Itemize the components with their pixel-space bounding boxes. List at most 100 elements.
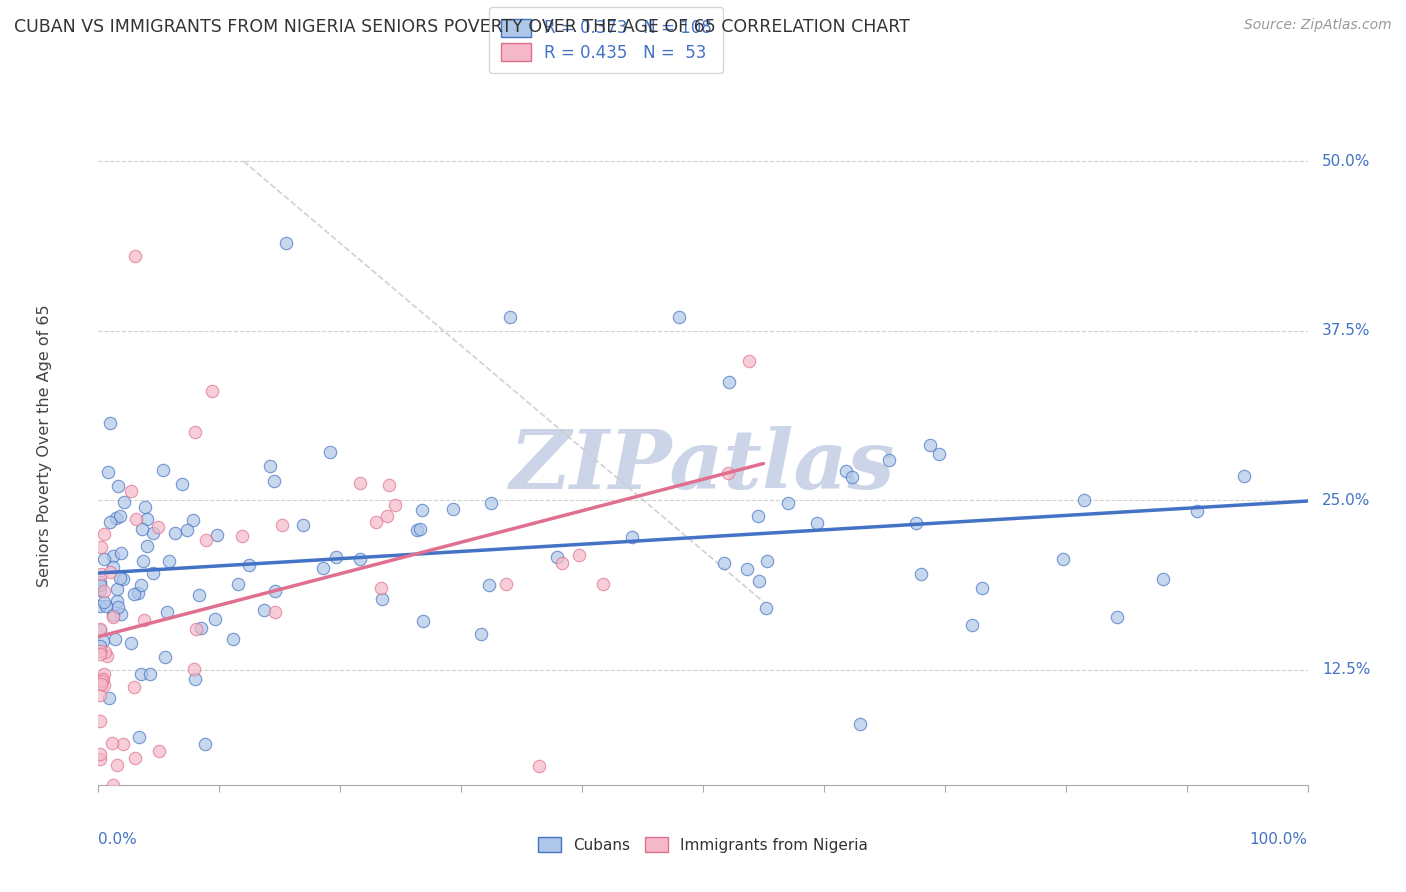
Point [620, 530, 643, 544]
Point [110, 546, 132, 560]
Point [93, 645, 115, 659]
Point [755, 554, 778, 568]
Point [718, 375, 741, 389]
Text: ZIPatlas: ZIPatlas [510, 426, 896, 507]
Point [253, 603, 276, 617]
Point [378, 477, 401, 491]
Point [928, 447, 950, 461]
Point [737, 353, 759, 368]
Point [972, 582, 994, 596]
Point [89, 623, 111, 637]
Point [170, 477, 193, 491]
Point [120, 484, 142, 499]
Point [849, 717, 872, 731]
Point [412, 614, 434, 628]
Point [1233, 469, 1256, 483]
Point [364, 515, 387, 529]
Point [146, 520, 169, 534]
Point [155, 649, 177, 664]
Point [498, 310, 520, 325]
Point [165, 526, 187, 541]
Point [103, 607, 125, 622]
Point [904, 516, 927, 530]
Point [111, 737, 134, 751]
Point [124, 751, 146, 765]
Point [129, 577, 152, 591]
Point [132, 554, 155, 568]
Text: 25.0%: 25.0% [1322, 492, 1371, 508]
Point [89, 582, 111, 597]
Point [90, 540, 112, 554]
Point [101, 549, 124, 563]
Point [717, 466, 740, 480]
Point [529, 758, 551, 772]
Point [194, 737, 217, 751]
Point [156, 605, 179, 619]
Point [181, 513, 204, 527]
Point [98, 515, 121, 529]
Point [136, 511, 159, 525]
Point [122, 680, 145, 694]
Point [409, 522, 432, 536]
Point [188, 588, 211, 602]
Point [89, 747, 111, 761]
Point [93, 594, 115, 608]
Point [91, 672, 114, 686]
Point [97, 465, 120, 479]
Text: 50.0%: 50.0% [1322, 153, 1371, 169]
Point [495, 577, 517, 591]
Point [264, 583, 287, 598]
Point [105, 582, 128, 597]
Text: Source: ZipAtlas.com: Source: ZipAtlas.com [1244, 18, 1392, 32]
Point [97, 691, 120, 706]
Point [226, 577, 249, 591]
Point [132, 613, 155, 627]
Point [176, 523, 198, 537]
Text: 12.5%: 12.5% [1322, 662, 1371, 677]
Point [101, 778, 124, 792]
Point [259, 458, 281, 473]
Point [349, 552, 371, 566]
Point [96, 648, 118, 663]
Point [111, 572, 134, 586]
Point [136, 539, 159, 553]
Point [546, 550, 568, 565]
Point [128, 731, 150, 745]
Point [148, 744, 170, 758]
Point [371, 591, 394, 606]
Text: Seniors Poverty Over the Age of 65: Seniors Poverty Over the Age of 65 [37, 305, 52, 587]
Point [142, 525, 165, 540]
Point [263, 474, 285, 488]
Point [778, 496, 800, 510]
Legend: Cubans, Immigrants from Nigeria: Cubans, Immigrants from Nigeria [531, 830, 875, 859]
Point [89, 714, 111, 729]
Point [131, 522, 153, 536]
Point [105, 757, 128, 772]
Point [190, 621, 212, 635]
Point [89, 622, 111, 636]
Point [835, 464, 858, 478]
Point [405, 523, 427, 537]
Point [89, 688, 111, 702]
Point [124, 249, 146, 263]
Point [470, 626, 492, 640]
Point [93, 527, 115, 541]
Point [108, 571, 131, 585]
Point [107, 479, 129, 493]
Point [89, 644, 111, 658]
Point [183, 662, 205, 676]
Point [89, 575, 111, 590]
Point [98, 416, 121, 430]
Point [157, 554, 180, 568]
Point [592, 577, 614, 591]
Point [568, 548, 591, 562]
Point [204, 612, 226, 626]
Point [184, 622, 207, 636]
Point [551, 556, 574, 570]
Point [411, 502, 433, 516]
Point [89, 599, 111, 613]
Point [90, 677, 112, 691]
Point [110, 607, 132, 622]
Point [479, 496, 502, 510]
Point [93, 551, 115, 566]
